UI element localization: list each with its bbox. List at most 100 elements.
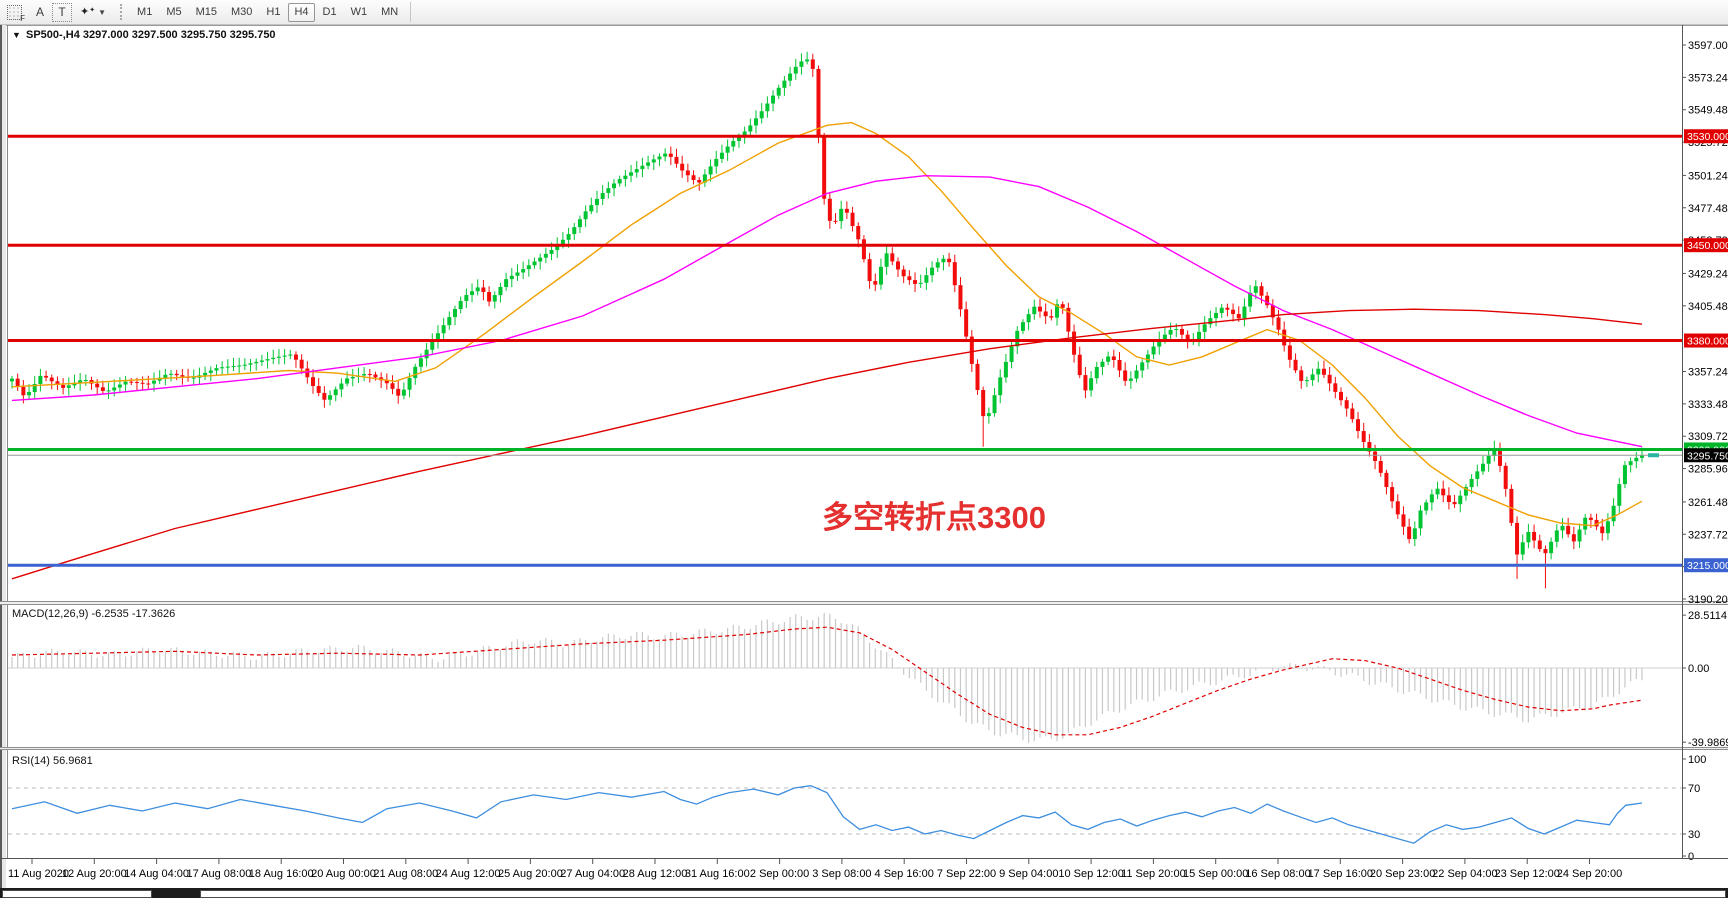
time-tick-label: 24 Sep 20:00 [1557,868,1622,880]
price-level-badge-label: 3215.000 [1687,560,1728,572]
price-level-badge [1684,129,1728,144]
timeframe-button-M30[interactable]: M30 [231,6,253,18]
timeframe-button-M15[interactable]: M15 [195,6,217,18]
horizontal-scrollbar-thumb[interactable] [2,890,152,898]
rsi-axis-label: 30 [1688,829,1700,841]
price-tick-label: 3237.720 [1688,529,1728,541]
price-level-badge-label: 3380.000 [1687,336,1728,348]
time-tick-label: 15 Sep 00:00 [1183,868,1248,880]
price-tick-label: 3573.240 [1688,72,1728,84]
time-tick-label: 24 Aug 12:00 [436,868,501,880]
time-tick-label: 7 Sep 22:00 [937,868,996,880]
time-tick-label: 20 Aug 00:00 [311,868,376,880]
price-tick-label: 3333.480 [1688,399,1728,411]
arrow-text-tool-button[interactable]: A [30,3,50,22]
price-axis[interactable]: 3597.0003573.2403549.4803525.7203501.240… [1682,25,1728,863]
time-tick-label: 12 Aug 20:00 [62,868,127,880]
price-tick-label: 3261.480 [1688,497,1728,509]
rsi-axis-label: 70 [1688,783,1700,795]
timeframe-button-H4[interactable]: H4 [288,2,315,22]
timeframe-button-D1[interactable]: D1 [322,6,337,18]
price-tick-label: 3549.480 [1688,105,1728,117]
price-tick-label: 3405.480 [1688,301,1728,313]
timeframe-button-MN[interactable]: MN [381,6,399,18]
bottom-window-edge [0,888,1728,898]
price-tick-label: 3477.480 [1688,203,1728,215]
price-level-badge-label: 3530.000 [1687,131,1728,143]
rsi-axis-label: 100 [1688,754,1706,766]
timeframe-button-H1[interactable]: H1 [266,6,281,18]
price-level-badge-label: 3450.000 [1687,240,1728,252]
time-tick-label: 3 Sep 08:00 [812,868,871,880]
time-tick-label: 17 Aug 08:00 [186,868,251,880]
time-tick-label: 23 Sep 12:00 [1494,868,1559,880]
current-price-badge-label: 3295.750 [1687,450,1728,462]
price-level-badge [1684,333,1728,348]
rsi-indicator-label: RSI(14) 56.9681 [12,755,93,767]
time-tick-label: 11 Sep 20:00 [1121,868,1186,880]
chart-annotation-text: 多空转折点3300 [822,500,1046,535]
price-tick-label: 3429.240 [1688,268,1728,280]
rsi-line [11,785,1643,844]
letter-a-icon: A [36,5,45,19]
price-level-badge [1684,558,1728,573]
time-tick-label: 14 Aug 04:00 [124,868,189,880]
timeframe-button-M5[interactable]: M5 [166,6,182,18]
grid-tool-button[interactable]: F [1,3,28,23]
toolbar-drag-handle[interactable] [120,4,125,20]
price-tick-label: 3190.200 [1688,594,1728,606]
time-tick-label: 16 Sep 08:00 [1245,868,1310,880]
ma-fast-orange [11,121,1643,527]
time-tick-label: 11 Aug 2020 [8,868,69,880]
chart-title: SP500-,H4 3297.000 3297.500 3295.750 329… [26,29,276,41]
timeframe-button-M1[interactable]: M1 [137,6,153,18]
timeframe-button-W1[interactable]: W1 [350,6,368,18]
time-tick-label: 17 Sep 16:00 [1308,868,1373,880]
ma-medium-magenta [11,174,1643,448]
symbol-dropdown-caret[interactable]: ▼ [12,30,21,40]
current-price-badge [1684,448,1728,463]
rsi-axis-label: 0 [1688,851,1694,863]
ma-slow-red [11,308,1643,580]
time-tick-label: 28 Aug 12:00 [623,868,688,880]
timeframe-toolbar: M1 M5 M15 M30 H1 H4 D1 W1 MN [130,2,405,22]
grid-icon: F [7,4,25,23]
price-level-badge [1684,238,1728,253]
price-tick-label: 3309.720 [1688,431,1728,443]
sparkle-icon: ✦✦ [80,5,96,18]
price-tick-label: 3501.240 [1688,170,1728,182]
time-tick-label: 4 Sep 16:00 [875,868,934,880]
style-tool-button[interactable]: ✦✦ ▼ [74,3,112,22]
time-tick-label: 31 Aug 16:00 [685,868,750,880]
time-tick-label: 9 Sep 04:00 [999,868,1058,880]
chevron-down-icon: ▼ [98,7,107,17]
time-tick-label: 21 Aug 08:00 [373,868,438,880]
macd-indicator-label: MACD(12,26,9) -6.2535 -17.3626 [12,608,176,620]
grid-icon-label: F [20,13,25,23]
text-label-tool-button[interactable]: T [52,2,73,22]
macd-signal-line [11,626,1643,736]
time-tick-label: 22 Sep 04:00 [1432,868,1497,880]
price-tick-label: 3357.240 [1688,367,1728,379]
last-price-marker [1648,453,1659,458]
macd-axis-label: 0.00 [1688,663,1709,675]
time-tick-label: 2 Sep 00:00 [750,868,809,880]
time-tick-label: 25 Aug 20:00 [498,868,563,880]
top-toolbar: F A T ✦✦ ▼ M1 M5 M15 M30 H1 H4 D1 W1 MN [0,0,1728,25]
price-tick-label: 3597.000 [1688,40,1728,52]
macd-axis-label: -39.9869 [1688,737,1728,749]
time-tick-label: 10 Sep 12:00 [1058,868,1123,880]
macd-axis-label: 28.5114 [1688,610,1727,622]
main-price-pane [8,51,1682,589]
time-tick-label: 18 Aug 16:00 [249,868,314,880]
rsi-pane [8,785,1682,844]
horizontal-scrollbar-track[interactable] [200,890,1726,898]
time-tick-label: 27 Aug 04:00 [560,868,625,880]
letter-t-icon: T [58,5,66,19]
time-tick-label: 20 Sep 23:00 [1370,868,1435,880]
toolbar-separator [410,2,412,22]
price-tick-label: 3285.960 [1688,464,1728,476]
macd-pane [8,612,1682,743]
